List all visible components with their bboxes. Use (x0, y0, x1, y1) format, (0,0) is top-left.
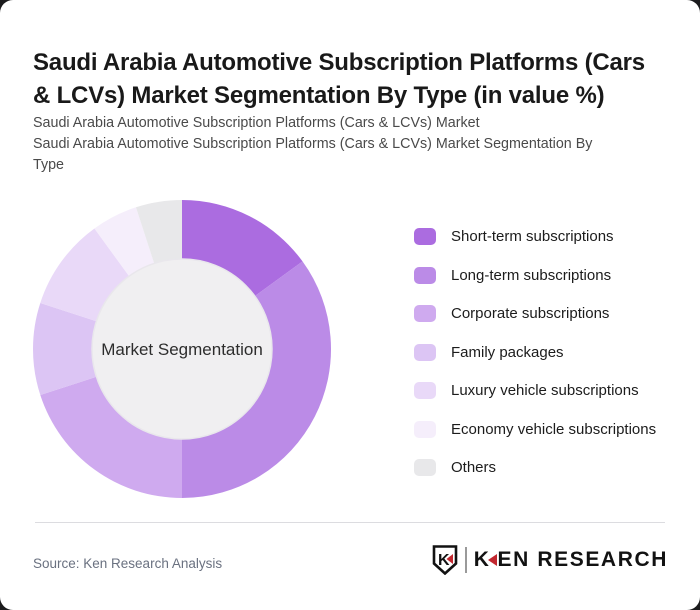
donut-chart-svg: Market Segmentation (33, 200, 331, 498)
logo-red-triangle-icon (487, 554, 497, 566)
source-note: Source: Ken Research Analysis (33, 556, 223, 571)
donut-slice-long-term-subscriptions[interactable] (182, 261, 331, 498)
legend-label: Family packages (451, 343, 564, 361)
shield-letter: K (438, 552, 450, 569)
legend-item-family-packages[interactable]: Family packages (414, 343, 656, 361)
ken-research-logo: K K EN RESEARCH (432, 545, 668, 575)
donut-center-label: Market Segmentation (101, 340, 263, 359)
legend-label: Long-term subscriptions (451, 266, 612, 284)
chart-legend: Short-term subscriptions Long-term subscr… (414, 228, 656, 476)
donut-center (91, 258, 273, 440)
legend-item-short-term-subscriptions[interactable]: Short-term subscriptions (414, 228, 656, 245)
chart-title: Saudi Arabia Automotive Subscription Pla… (33, 49, 645, 110)
logo-k: K (473, 548, 491, 571)
donut-slice-short-term-subscriptions[interactable] (182, 200, 303, 297)
donut-slice-economy-vehicle-subscriptions[interactable] (94, 207, 155, 277)
footer-divider (35, 522, 665, 523)
subtitle-line-2: Saudi Arabia Automotive Subscription Pla… (33, 136, 593, 173)
legend-swatch (414, 305, 436, 322)
shield-red-triangle (446, 554, 453, 564)
legend-swatch (414, 228, 436, 245)
legend-label: Economy vehicle subscriptions (451, 420, 657, 438)
chart-subtitle: Saudi Arabia Automotive Subscription Pla… (33, 113, 663, 176)
donut-slice-corporate-subscriptions[interactable] (40, 376, 183, 498)
logo-rest: EN RESEARCH (497, 548, 668, 571)
legend-item-long-term-subscriptions[interactable]: Long-term subscriptions (414, 266, 656, 284)
legend-label: Luxury vehicle subscriptions (451, 382, 639, 399)
legend-swatch (414, 266, 436, 284)
legend-label: Corporate subscriptions (451, 305, 610, 322)
legend-item-luxury-vehicle-subscriptions[interactable]: Luxury vehicle subscriptions (414, 382, 656, 399)
donut-slice-others[interactable] (135, 200, 182, 264)
legend-swatch (414, 382, 436, 399)
donut-chart: Market Segmentation (32, 199, 332, 499)
donut-slice-family-packages[interactable] (33, 302, 97, 396)
legend-item-others[interactable]: Others (414, 459, 656, 476)
legend-item-corporate-subscriptions[interactable]: Corporate subscriptions (414, 305, 656, 322)
logo-wordmark: K EN RESEARCH (474, 548, 668, 572)
legend-label: Others (451, 459, 497, 476)
legend-item-economy-vehicle-subscriptions[interactable]: Economy vehicle subscriptions (414, 420, 657, 438)
subtitle-line-1: Saudi Arabia Automotive Subscription Pla… (33, 115, 480, 131)
legend-swatch (414, 343, 436, 361)
legend-swatch (414, 420, 436, 438)
legend-swatch (414, 459, 436, 476)
legend-label: Short-term subscriptions (451, 228, 614, 245)
donut-slice-luxury-vehicle-subscriptions[interactable] (40, 228, 130, 322)
logo-divider-bar (464, 547, 467, 573)
ken-research-shield-icon: K (432, 545, 458, 575)
